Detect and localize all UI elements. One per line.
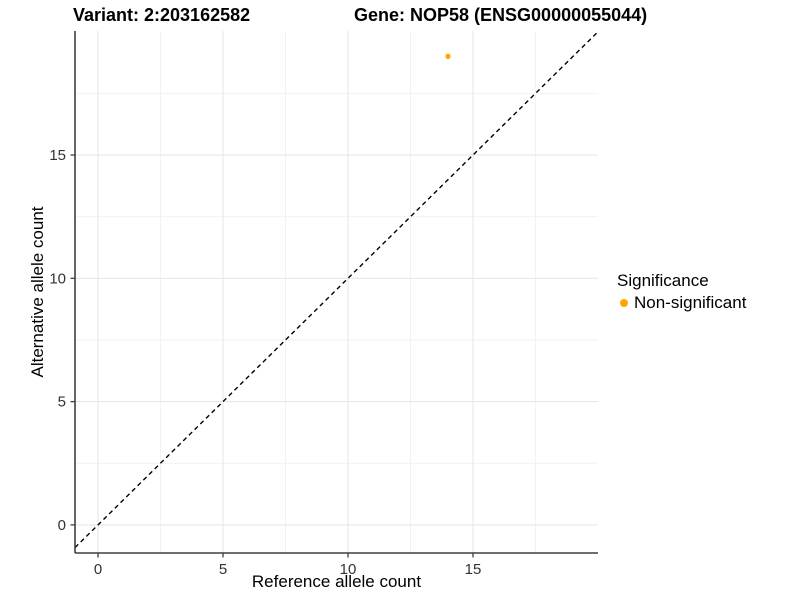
- legend-item-non-significant: Non-significant: [620, 293, 746, 313]
- legend-point-icon: [620, 299, 628, 307]
- x-axis-title: Reference allele count: [251, 572, 422, 591]
- x-tick-label: 15: [465, 561, 482, 578]
- x-tick-label: 0: [94, 561, 102, 578]
- x-tick-label: 10: [340, 561, 357, 578]
- legend-item-label: Non-significant: [634, 293, 747, 312]
- legend-title: Significance: [617, 271, 709, 290]
- legend: Significance Non-significant: [617, 270, 746, 313]
- data-point: [445, 53, 451, 59]
- plot-title-gene: Gene: NOP58 (ENSG00000055044): [354, 5, 648, 25]
- y-axis-title: Alternative allele count: [28, 206, 47, 378]
- identity-line: [74, 32, 598, 549]
- x-tick-label: 5: [219, 561, 227, 578]
- y-tick-label: 15: [49, 147, 66, 164]
- plot-title-variant: Variant: 2:203162582: [73, 5, 251, 25]
- y-tick-label: 5: [58, 394, 66, 411]
- y-tick-label: 0: [58, 517, 66, 534]
- y-tick-label: 10: [49, 270, 66, 287]
